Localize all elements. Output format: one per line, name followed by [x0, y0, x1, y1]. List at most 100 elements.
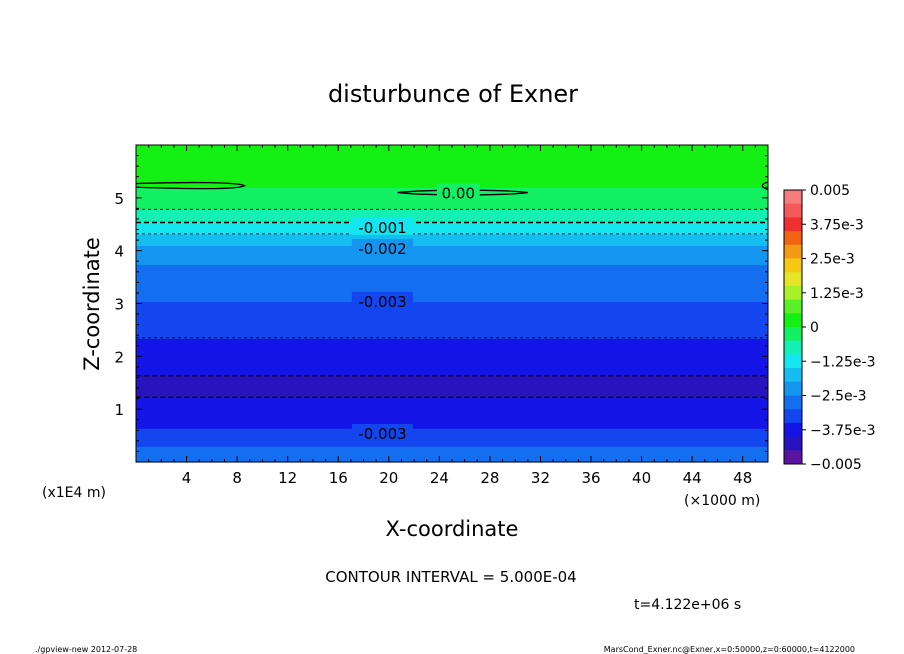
- colorbar-swatch: [784, 285, 802, 300]
- filled-band: [136, 316, 768, 318]
- x-tick-label: 48: [733, 469, 752, 487]
- filled-band: [136, 269, 768, 272]
- filled-band: [136, 271, 768, 274]
- filled-band: [136, 444, 768, 446]
- filled-band: [136, 335, 768, 337]
- filled-band: [136, 161, 768, 164]
- contour-label: -0.002: [358, 240, 406, 258]
- filled-band: [136, 230, 768, 233]
- filled-band: [136, 403, 768, 406]
- footer-left: ./gpview-new 2012-07-28: [35, 645, 137, 654]
- filled-band: [136, 286, 768, 289]
- filled-band: [136, 203, 768, 205]
- filled-band: [136, 214, 768, 217]
- filled-band: [136, 171, 768, 174]
- filled-band: [136, 155, 768, 158]
- filled-band: [136, 257, 768, 259]
- colorbar-swatch: [784, 258, 802, 273]
- filled-band: [136, 433, 768, 436]
- filled-band: [136, 327, 768, 330]
- filled-band: [136, 152, 768, 155]
- filled-band: [136, 399, 768, 402]
- filled-band: [136, 252, 768, 255]
- filled-band: [136, 378, 768, 381]
- filled-band: [136, 305, 768, 308]
- filled-band: [136, 377, 768, 380]
- filled-band: [136, 276, 768, 278]
- colorbar-swatch: [784, 450, 802, 465]
- x-tick-label: 44: [683, 469, 702, 487]
- x-tick-label: 28: [480, 469, 499, 487]
- filled-band: [136, 330, 768, 333]
- filled-band: [136, 263, 768, 266]
- filled-band: [136, 340, 768, 343]
- filled-band: [136, 169, 768, 171]
- filled-band: [136, 245, 768, 248]
- filled-band: [136, 419, 768, 422]
- y-unit-label: (x1E4 m): [42, 485, 106, 501]
- filled-band: [136, 450, 768, 453]
- filled-band: [136, 410, 768, 412]
- x-tick-label: 20: [379, 469, 398, 487]
- filled-band: [136, 397, 768, 400]
- filled-band: [136, 228, 768, 231]
- filled-band: [136, 151, 768, 153]
- colorbar-label: −1.25e-3: [810, 354, 875, 370]
- filled-band: [136, 402, 768, 405]
- filled-band: [136, 400, 768, 403]
- filled-band: [136, 298, 768, 300]
- filled-band: [136, 353, 768, 355]
- filled-band: [136, 178, 768, 181]
- filled-band: [136, 255, 768, 258]
- colorbar-swatch: [784, 217, 802, 232]
- filled-band: [136, 392, 768, 394]
- filled-band: [136, 313, 768, 315]
- filled-band: [136, 325, 768, 328]
- filled-band: [136, 423, 768, 426]
- filled-band: [136, 329, 768, 332]
- filled-band: [136, 345, 768, 348]
- filled-band: [136, 259, 768, 261]
- filled-band: [136, 272, 768, 275]
- filled-band: [136, 408, 768, 410]
- chart-title: disturbunce of Exner: [328, 80, 578, 108]
- x-tick-label: 40: [632, 469, 651, 487]
- filled-band: [136, 207, 768, 209]
- contour-label: -0.001: [358, 219, 406, 237]
- filled-band: [136, 365, 768, 368]
- x-tick-label: 24: [430, 469, 449, 487]
- filled-band: [136, 159, 768, 162]
- filled-band: [136, 176, 768, 179]
- filled-band: [136, 344, 768, 347]
- filled-band: [136, 326, 768, 329]
- filled-band: [136, 334, 768, 336]
- filled-band: [136, 341, 768, 344]
- filled-band: [136, 157, 768, 160]
- filled-band: [136, 175, 768, 178]
- filled-band: [136, 371, 768, 373]
- filled-band: [136, 156, 768, 159]
- colorbar-swatch: [784, 354, 802, 369]
- filled-band: [136, 218, 768, 221]
- filled-band: [136, 427, 768, 429]
- filled-band: [136, 352, 768, 354]
- filled-band: [136, 201, 768, 203]
- colorbar-swatch: [784, 340, 802, 355]
- x-tick-label: 36: [581, 469, 600, 487]
- filled-band: [136, 264, 768, 267]
- filled-band: [136, 356, 768, 358]
- filled-band: [136, 384, 768, 387]
- filled-band: [136, 204, 768, 206]
- filled-band: [136, 440, 768, 443]
- filled-band: [136, 320, 768, 323]
- filled-band: [136, 324, 768, 327]
- filled-band: [136, 363, 768, 366]
- filled-band: [136, 205, 768, 207]
- filled-band: [136, 323, 768, 326]
- filled-band: [136, 317, 768, 319]
- y-tick-label: 3: [114, 296, 124, 314]
- filled-band: [136, 376, 768, 379]
- filled-band: [136, 361, 768, 364]
- filled-band: [136, 442, 768, 445]
- filled-band: [136, 417, 768, 420]
